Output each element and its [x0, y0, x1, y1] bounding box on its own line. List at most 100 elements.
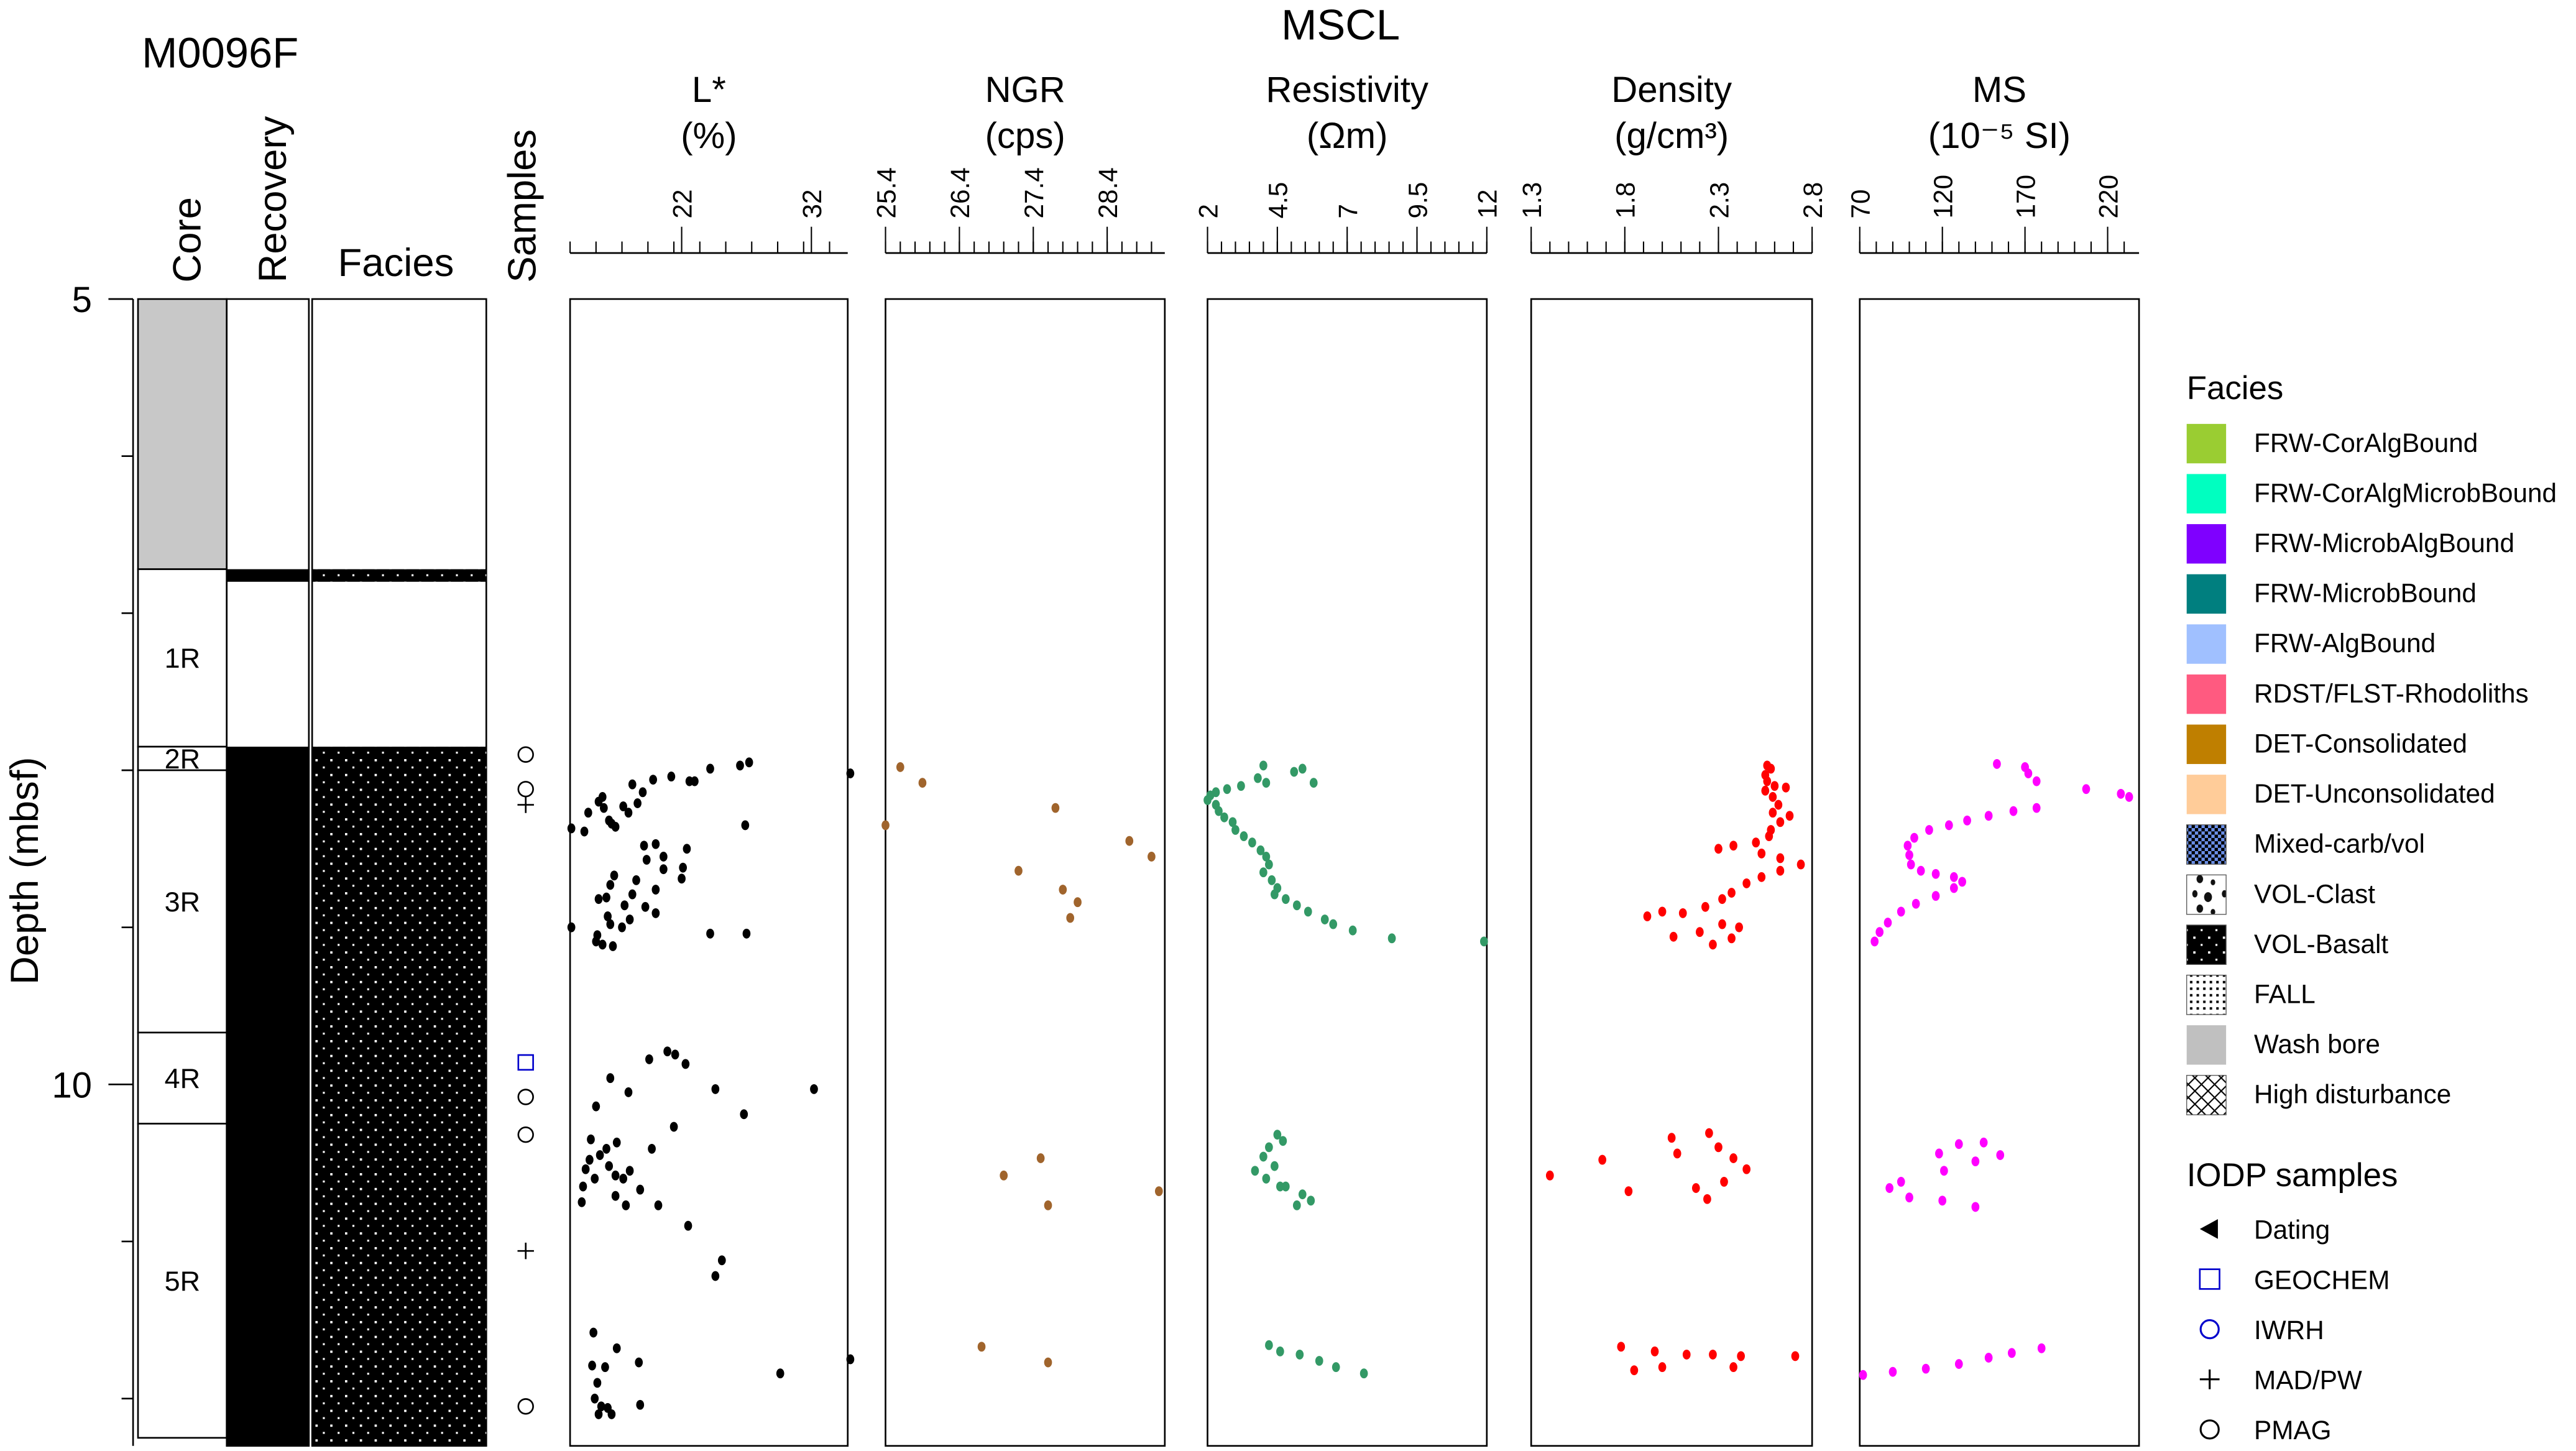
panel-title: NGR — [985, 70, 1065, 110]
data-point — [1265, 1340, 1273, 1350]
recovery-column — [226, 298, 310, 1447]
data-point — [1248, 837, 1256, 848]
data-point — [1757, 848, 1766, 859]
data-point — [1705, 1128, 1713, 1138]
legend-swatch — [2186, 624, 2227, 664]
panel-ms: MS (10⁻⁵ SI) 70 120 170 220 — [1846, 70, 2140, 1447]
data-point — [1870, 936, 1879, 947]
data-point — [1320, 914, 1329, 924]
data-point — [654, 1200, 663, 1210]
data-point — [2117, 788, 2125, 799]
data-point — [610, 870, 619, 881]
data-point — [1785, 811, 1794, 821]
sample-pmag-icon — [517, 1398, 534, 1415]
panel-density: Density (g/cm³) 1.3 1.8 2.3 2.8 — [1517, 70, 1828, 1447]
data-point — [1958, 877, 1966, 887]
data-point — [1796, 859, 1805, 870]
data-point — [633, 798, 642, 808]
data-point — [636, 1184, 645, 1195]
legend-label: VOL-Basalt — [2254, 929, 2388, 959]
data-point — [1954, 1359, 1963, 1369]
data-point — [1727, 933, 1736, 944]
x-tick-label: 220 — [2094, 175, 2123, 219]
pmag-icon — [2199, 1419, 2220, 1440]
data-point — [1658, 1362, 1667, 1373]
data-point — [1875, 927, 1884, 937]
data-point — [591, 1393, 599, 1404]
data-point — [600, 803, 608, 813]
x-tick-label: 27.4 — [1019, 167, 1049, 218]
data-point — [641, 901, 650, 912]
data-point — [628, 779, 637, 790]
legend-swatch — [2186, 1075, 2227, 1115]
data-point — [977, 1342, 986, 1352]
data-point — [622, 1200, 630, 1210]
data-point — [1767, 763, 1775, 774]
data-point — [1658, 906, 1667, 917]
data-point — [1701, 901, 1709, 912]
data-point — [1949, 872, 1958, 882]
core-label: 1R — [165, 642, 200, 674]
data-point — [741, 820, 750, 831]
data-point — [1240, 831, 1248, 842]
data-point — [611, 1170, 620, 1181]
data-point — [1298, 763, 1307, 774]
data-point — [1598, 1154, 1607, 1165]
data-point — [606, 880, 615, 890]
legend-swatch — [2186, 724, 2227, 764]
data-point — [604, 911, 612, 921]
data-point — [1774, 799, 1783, 810]
data-point — [2009, 806, 2018, 816]
legend-label: FRW-CorAlgBound — [2254, 428, 2478, 458]
header-recovery: Recovery — [251, 116, 295, 282]
legend-label: MAD/PW — [2254, 1366, 2362, 1395]
sample-pmag-icon — [517, 781, 534, 798]
data-point — [1254, 773, 1262, 783]
facies-legend-title: Facies — [2187, 370, 2284, 407]
data-point — [717, 1255, 726, 1266]
data-point — [1993, 758, 2001, 769]
data-point — [612, 1343, 621, 1353]
legend-label: High disturbance — [2254, 1080, 2451, 1109]
data-point — [638, 787, 647, 798]
data-point — [1281, 894, 1290, 905]
data-point — [1949, 883, 1958, 893]
mscl-panels: L* (%) 22 32 NGR (cps) 25.4 26.4 27.4 28.4 Resisti… — [567, 70, 2140, 1447]
data-point — [620, 900, 629, 911]
data-point — [587, 1134, 595, 1145]
data-point — [1014, 865, 1023, 876]
legend-swatch — [2186, 874, 2227, 915]
madpw-icon — [2199, 1369, 2220, 1389]
data-point — [1752, 837, 1760, 848]
data-point — [1940, 1166, 1948, 1176]
sample-pmag-icon — [517, 746, 534, 763]
data-point — [1643, 911, 1652, 921]
data-point — [1051, 803, 1060, 813]
facies-interval-vol-basalt — [312, 569, 487, 582]
data-point — [1742, 878, 1751, 888]
data-point — [1265, 859, 1273, 870]
data-point — [846, 768, 855, 778]
data-point — [2037, 1343, 2046, 1353]
data-point — [1905, 850, 1913, 860]
legend-label: RDST/FLST-Rhodoliths — [2254, 679, 2529, 708]
data-point — [1884, 918, 1892, 928]
dating-icon — [2199, 1219, 2218, 1239]
data-point — [1905, 1192, 1913, 1203]
data-point — [645, 1054, 653, 1064]
data-point — [619, 1173, 628, 1184]
data-point — [1714, 1142, 1723, 1153]
legend-swatch — [2186, 924, 2227, 965]
data-point — [1074, 897, 1082, 908]
data-point — [660, 864, 668, 875]
data-point — [1944, 820, 1953, 831]
x-tick-label: 22 — [668, 189, 697, 218]
data-point — [612, 1137, 621, 1148]
samples-column — [517, 746, 534, 1415]
data-point — [2125, 792, 2133, 802]
data-point — [683, 844, 691, 854]
panel-frame — [885, 298, 1166, 1447]
core-interval — [137, 769, 228, 1034]
data-point — [594, 894, 603, 905]
data-point — [1276, 1181, 1284, 1192]
